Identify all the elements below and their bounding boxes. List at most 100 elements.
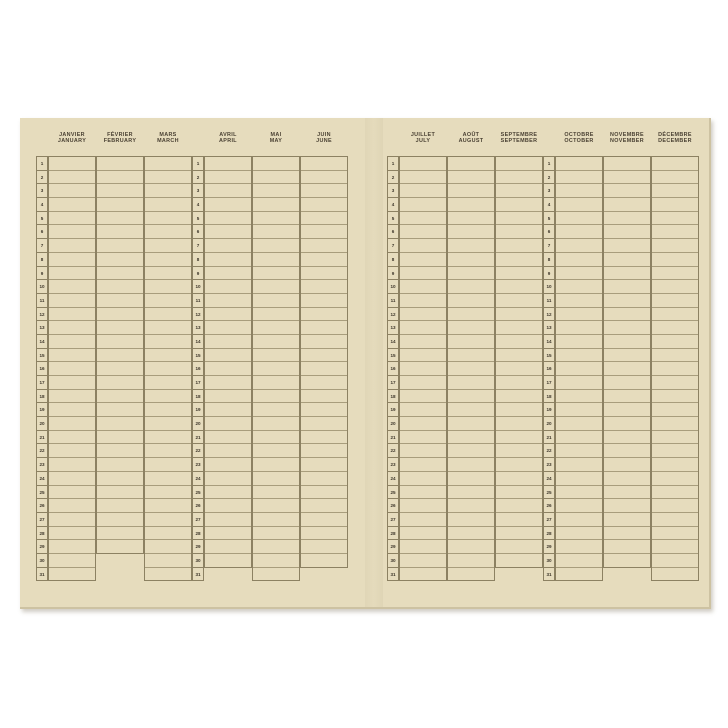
entry-cell[interactable] [652,349,698,363]
entry-cell[interactable] [556,472,602,486]
entry-cell[interactable] [253,321,299,335]
entry-cell[interactable] [556,280,602,294]
entry-cell[interactable] [301,267,347,281]
entry-cell[interactable] [556,308,602,322]
entry-cell[interactable] [496,267,542,281]
entry-cell[interactable] [448,157,494,171]
entry-cell[interactable] [49,294,95,308]
entry-cell[interactable] [400,212,446,226]
entry-cell[interactable] [205,267,251,281]
entry-cell[interactable] [301,499,347,513]
entry-cell[interactable] [49,554,95,568]
entry-cell[interactable] [400,280,446,294]
entry-cell[interactable] [604,362,650,376]
entry-cell[interactable] [604,376,650,390]
entry-cell[interactable] [652,458,698,472]
entry-cell[interactable] [97,184,143,199]
entry-cell[interactable] [97,225,143,240]
entry-cell[interactable] [400,527,446,541]
entry-cell[interactable] [652,253,698,267]
entry-cell[interactable] [604,198,650,212]
entry-cell[interactable] [49,458,95,472]
entry-cell[interactable] [652,294,698,308]
entry-cell[interactable] [496,184,542,199]
entry-cell[interactable] [253,431,299,445]
entry-cell[interactable] [604,157,650,171]
entry-cell[interactable] [604,212,650,226]
entry-cell[interactable] [205,349,251,363]
entry-cell[interactable] [301,171,347,185]
entry-cell[interactable] [145,280,191,294]
entry-cell[interactable] [400,225,446,240]
entry-cell[interactable] [556,362,602,376]
entry-cell[interactable] [49,321,95,335]
entry-cell[interactable] [301,198,347,212]
entry-cell[interactable] [145,390,191,404]
entry-cell[interactable] [145,376,191,390]
entry-cell[interactable] [301,390,347,404]
entry-cell[interactable] [400,540,446,554]
entry-cell[interactable] [652,472,698,486]
entry-cell[interactable] [97,294,143,308]
entry-cell[interactable] [496,499,542,513]
entry-cell[interactable] [652,527,698,541]
entry-cell[interactable] [205,417,251,431]
entry-cell[interactable] [400,362,446,376]
entry-cell[interactable] [49,198,95,212]
entry-cell[interactable] [97,472,143,486]
entry-cell[interactable] [496,362,542,376]
entry-cell[interactable] [652,431,698,445]
entry-cell[interactable] [97,390,143,404]
entry-cell[interactable] [400,417,446,431]
entry-cell[interactable] [49,486,95,500]
entry-cell[interactable] [49,335,95,349]
entry-cell[interactable] [400,321,446,335]
entry-cell[interactable] [205,513,251,527]
entry-cell[interactable] [145,184,191,199]
entry-cell[interactable] [97,444,143,459]
entry-cell[interactable] [253,417,299,431]
entry-cell[interactable] [448,225,494,240]
entry-cell[interactable] [145,472,191,486]
entry-cell[interactable] [97,458,143,472]
entry-cell[interactable] [253,253,299,267]
entry-cell[interactable] [604,184,650,199]
entry-cell[interactable] [97,376,143,390]
entry-cell[interactable] [97,198,143,212]
entry-cell[interactable] [97,362,143,376]
entry-cell[interactable] [556,335,602,349]
entry-cell[interactable] [97,513,143,527]
entry-cell[interactable] [97,171,143,185]
month-column-june[interactable] [300,156,348,568]
entry-cell[interactable] [496,417,542,431]
entry-cell[interactable] [448,267,494,281]
month-column-august[interactable] [447,156,495,582]
entry-cell[interactable] [253,376,299,390]
entry-cell[interactable] [301,540,347,554]
entry-cell[interactable] [253,280,299,294]
entry-cell[interactable] [604,431,650,445]
entry-cell[interactable] [652,554,698,568]
entry-cell[interactable] [448,390,494,404]
entry-cell[interactable] [301,513,347,527]
entry-cell[interactable] [400,198,446,212]
entry-cell[interactable] [97,527,143,541]
entry-cell[interactable] [652,198,698,212]
entry-cell[interactable] [652,390,698,404]
entry-cell[interactable] [604,253,650,267]
month-column-october[interactable] [555,156,603,582]
entry-cell[interactable] [145,527,191,541]
entry-cell[interactable] [556,184,602,199]
entry-cell[interactable] [448,362,494,376]
entry-cell[interactable] [448,403,494,418]
entry-cell[interactable] [448,212,494,226]
entry-cell[interactable] [448,444,494,459]
entry-cell[interactable] [448,239,494,253]
entry-cell[interactable] [652,171,698,185]
entry-cell[interactable] [652,540,698,554]
entry-cell[interactable] [97,321,143,335]
entry-cell[interactable] [496,403,542,418]
entry-cell[interactable] [652,239,698,253]
entry-cell[interactable] [97,267,143,281]
entry-cell[interactable] [49,417,95,431]
